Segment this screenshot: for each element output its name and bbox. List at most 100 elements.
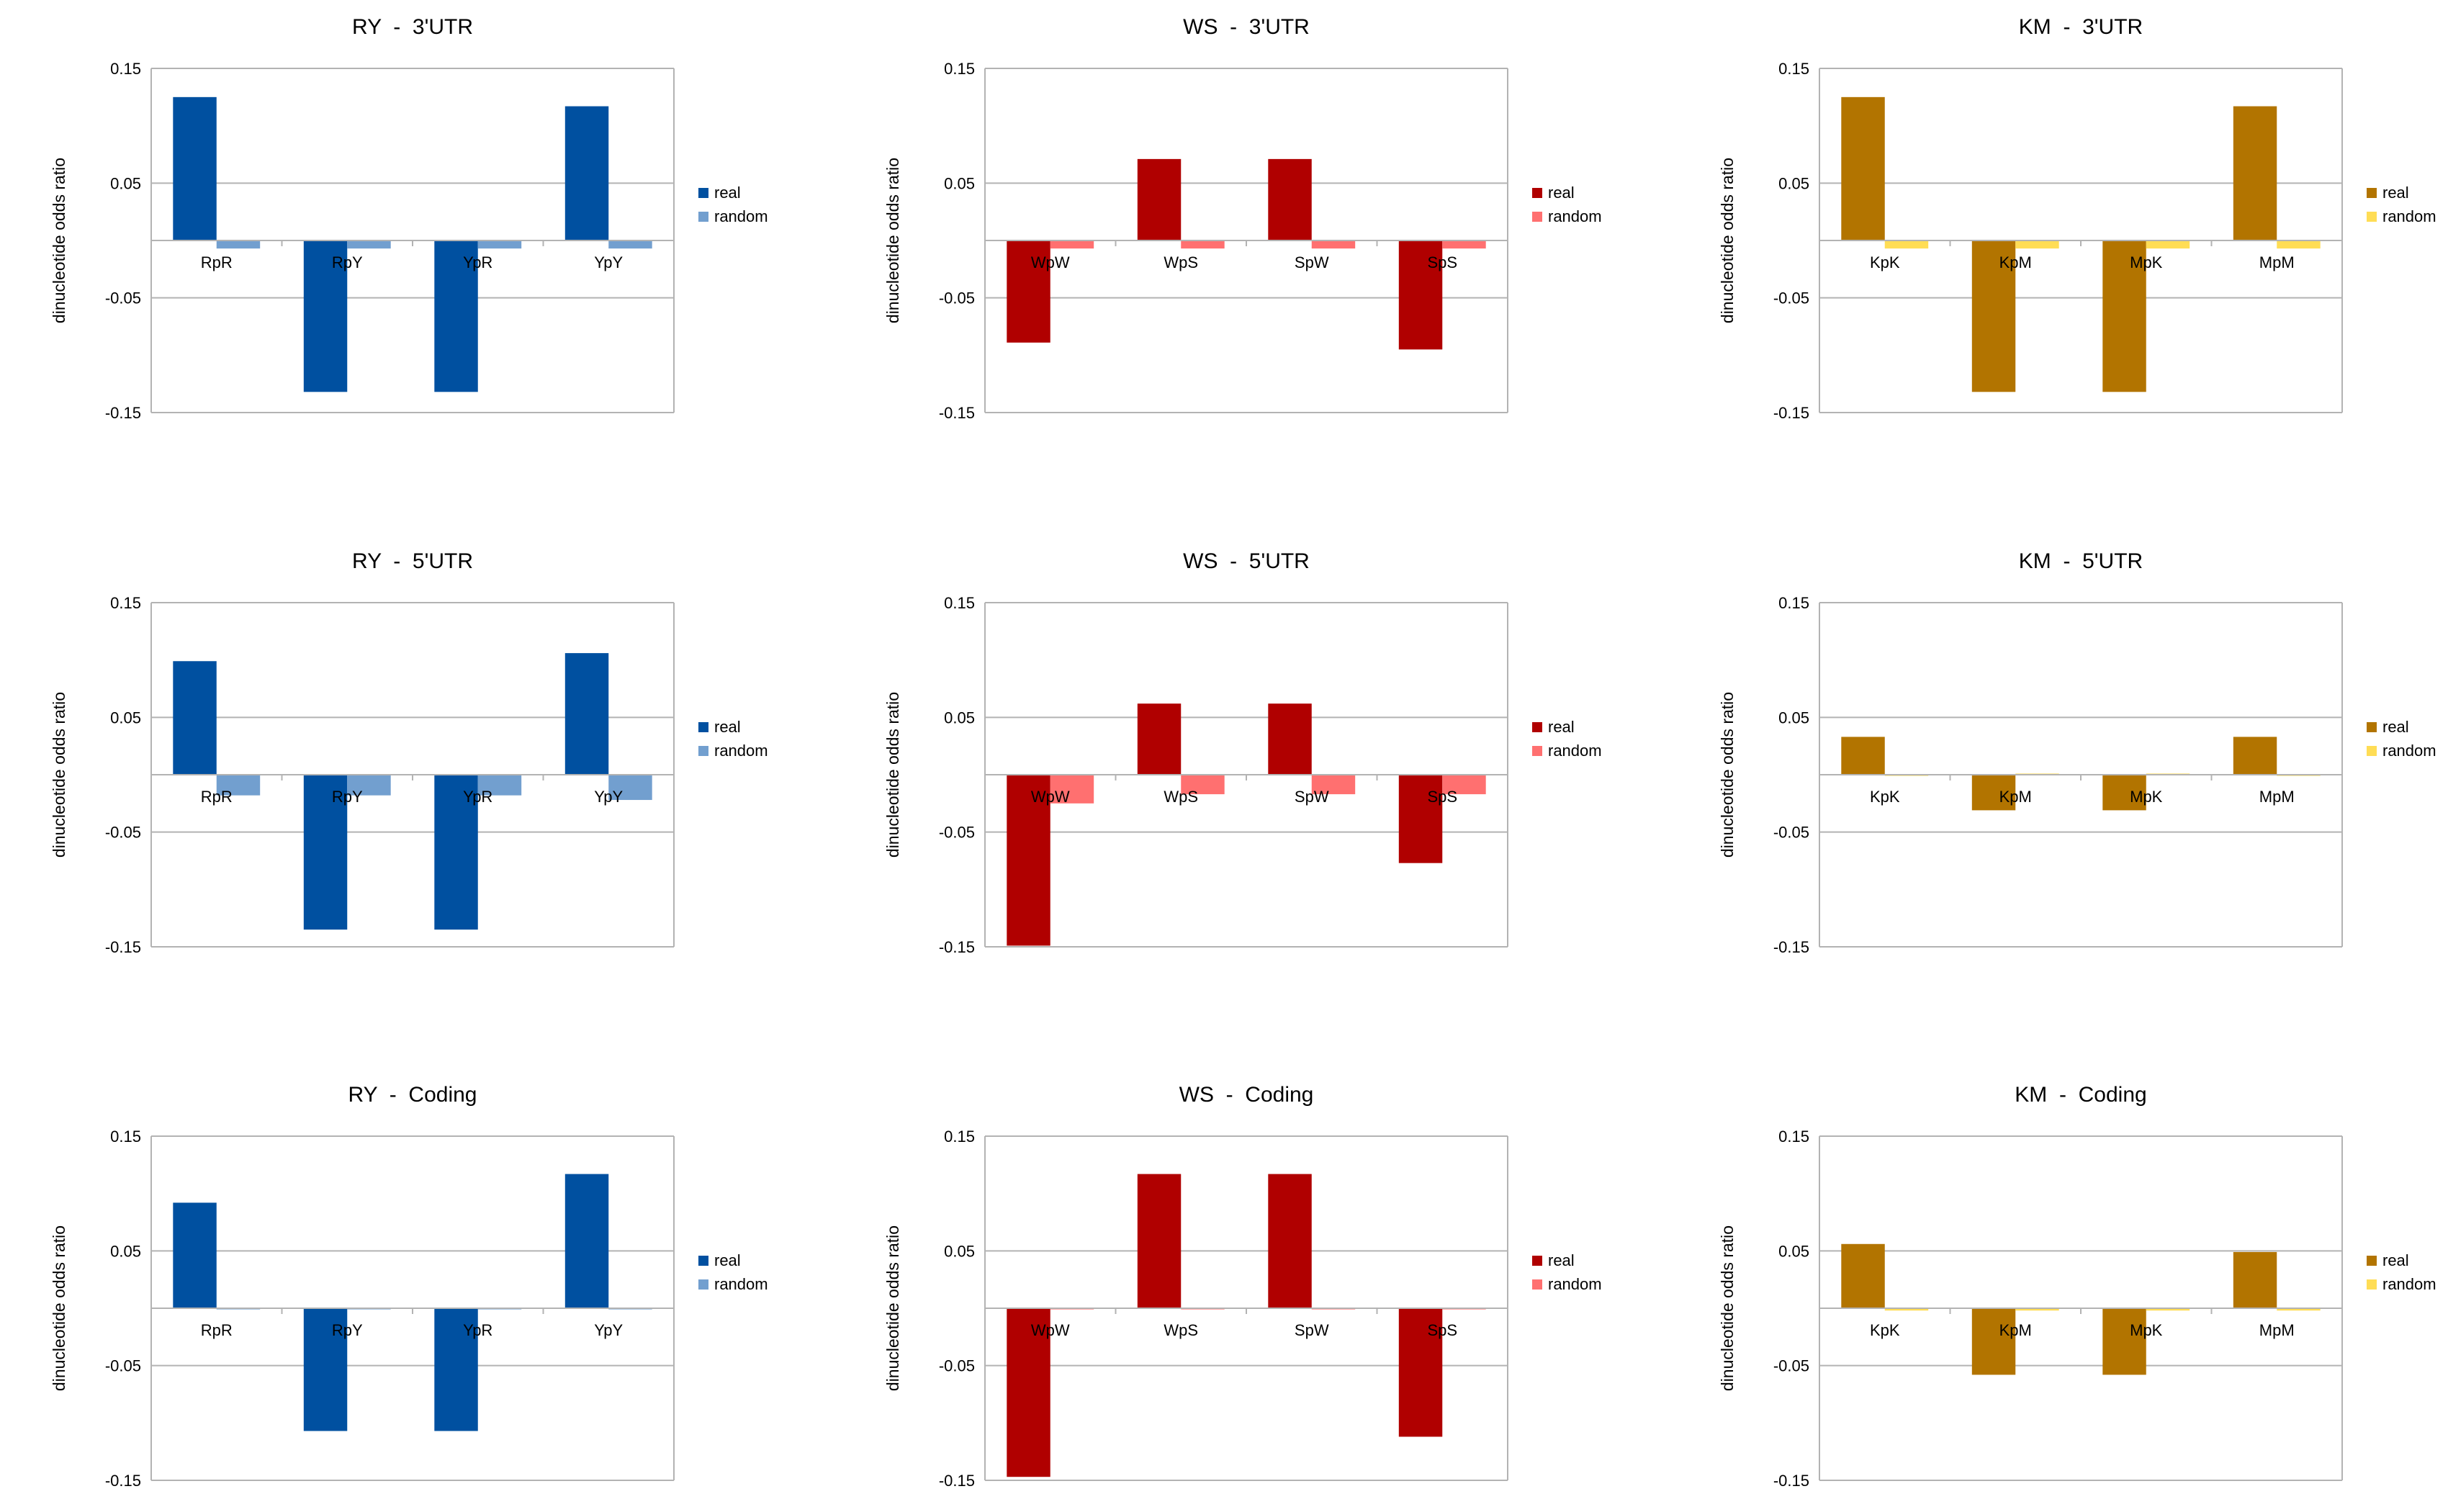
bar-real-YpR <box>434 240 478 392</box>
y-tick-label: -0.15 <box>105 1472 141 1490</box>
bar-random-MpK <box>2146 1308 2190 1311</box>
bar-random-RpY <box>347 775 391 796</box>
chart-8: 0.15 0.05 -0.05 -0.15 WpW WpS SpW SpS WS - Codin… <box>883 1083 1602 1490</box>
y-tick-label: -0.05 <box>105 824 141 842</box>
y-axis-label: dinucleotide odds ratio <box>1718 692 1737 858</box>
category-label: MpM <box>2259 788 2295 806</box>
bar-real-SpS <box>1398 775 1443 863</box>
legend-label: real <box>1548 184 1575 202</box>
category-label: SpS <box>1427 788 1457 806</box>
y-axis-label: dinucleotide odds ratio <box>50 1225 68 1391</box>
chart-title: RY - 3'UTR <box>352 15 473 39</box>
legend-label: real <box>1548 718 1575 736</box>
bar-real-SpS <box>1398 1308 1443 1437</box>
legend-label: random <box>1548 207 1602 225</box>
category-label: SpS <box>1427 253 1457 271</box>
category-label: MpK <box>2130 253 2163 271</box>
chart-4: 0.15 0.05 -0.05 -0.15 RpR RpY YpR YpY RY - 5'UTR… <box>50 549 768 956</box>
y-axis-label: dinucleotide odds ratio <box>1718 158 1737 323</box>
y-tick-label: 0.05 <box>1778 708 1809 726</box>
legend-swatch-random <box>698 1279 708 1290</box>
y-axis-label: dinucleotide odds ratio <box>883 1225 902 1391</box>
bar-real-YpR <box>434 775 478 930</box>
chart-title: WS - 5'UTR <box>1183 549 1310 573</box>
legend-label: random <box>2382 207 2436 225</box>
category-label: RpR <box>201 788 233 806</box>
bar-real-WpS <box>1137 703 1182 775</box>
category-label: YpR <box>463 788 492 806</box>
y-axis-label: dinucleotide odds ratio <box>883 158 902 323</box>
bar-real-MpM <box>2233 1251 2277 1308</box>
bar-random-SpW <box>1311 775 1356 795</box>
category-label: KpK <box>1870 1321 1900 1339</box>
legend-label: random <box>2382 742 2436 760</box>
legend-label: random <box>1548 742 1602 760</box>
y-tick-label: 0.15 <box>110 1128 141 1146</box>
y-tick-label: -0.15 <box>105 404 141 422</box>
y-tick-label: -0.05 <box>1773 824 1809 842</box>
bar-real-RpR <box>173 1202 217 1308</box>
category-label: SpS <box>1427 1321 1457 1339</box>
bar-random-YpY <box>608 240 652 249</box>
category-label: RpY <box>332 1321 363 1339</box>
legend-swatch-random <box>698 746 708 756</box>
y-axis-label: dinucleotide odds ratio <box>883 692 902 858</box>
category-label: YpY <box>594 788 623 806</box>
y-tick-label: -0.15 <box>1773 1472 1809 1490</box>
legend-label: random <box>1548 1275 1602 1293</box>
legend-swatch-real <box>1532 722 1542 732</box>
category-label: WpW <box>1031 1321 1070 1339</box>
bar-real-KpM <box>1971 775 2016 811</box>
y-tick-label: -0.15 <box>1773 404 1809 422</box>
legend-label: random <box>714 207 768 225</box>
bar-real-RpY <box>303 240 348 392</box>
legend-swatch-real <box>1532 1256 1542 1266</box>
category-label: SpW <box>1295 788 1329 806</box>
legend-swatch-real <box>2367 1256 2377 1266</box>
y-tick-label: 0.05 <box>110 174 141 192</box>
category-label: MpK <box>2130 1321 2163 1339</box>
y-tick-label: -0.15 <box>939 938 975 956</box>
y-tick-label: 0.15 <box>944 594 975 612</box>
legend-label: real <box>714 1251 741 1269</box>
category-label: YpR <box>463 253 492 271</box>
category-label: WpS <box>1164 1321 1198 1339</box>
category-label: WpW <box>1031 788 1070 806</box>
chart-title: RY - 5'UTR <box>352 549 473 573</box>
legend-label: real <box>714 184 741 202</box>
category-label: MpM <box>2259 253 2295 271</box>
legend-label: real <box>1548 1251 1575 1269</box>
category-label: MpM <box>2259 1321 2295 1339</box>
legend-label: random <box>714 1275 768 1293</box>
category-label: YpY <box>594 253 623 271</box>
chart-9: 0.15 0.05 -0.05 -0.15 KpK KpM MpK MpM KM - Codin… <box>1718 1083 2436 1490</box>
legend-label: random <box>714 742 768 760</box>
bar-real-SpW <box>1268 1174 1312 1308</box>
legend-swatch-random <box>698 212 708 222</box>
chart-1: 0.15 0.05 -0.05 -0.15 RpR RpY YpR YpY RY - 3'UTR… <box>50 15 768 422</box>
chart-5: 0.15 0.05 -0.05 -0.15 WpW WpS SpW SpS WS - 5'UTR… <box>883 549 1602 956</box>
y-tick-label: 0.15 <box>944 60 975 78</box>
bar-real-YpY <box>564 106 609 240</box>
category-label: WpW <box>1031 253 1070 271</box>
category-label: YpY <box>594 1321 623 1339</box>
bar-real-WpS <box>1137 158 1182 240</box>
category-label: MpK <box>2130 788 2163 806</box>
bar-real-MpM <box>2233 737 2277 775</box>
chart-title: WS - 3'UTR <box>1183 15 1310 39</box>
y-tick-label: 0.05 <box>944 708 975 726</box>
bar-random-WpS <box>1181 240 1225 249</box>
chart-title: KM - Coding <box>2015 1083 2146 1107</box>
y-axis-label: dinucleotide odds ratio <box>50 158 68 323</box>
legend-swatch-real <box>2367 188 2377 198</box>
bar-real-SpS <box>1398 240 1443 350</box>
legend-swatch-random <box>2367 1279 2377 1290</box>
bar-random-SpW <box>1311 240 1356 249</box>
bar-real-KpM <box>1971 240 2016 392</box>
bar-real-RpR <box>173 96 217 240</box>
bar-real-MpK <box>2102 1308 2146 1375</box>
category-label: KpM <box>1999 1321 2032 1339</box>
bar-real-SpW <box>1268 158 1312 240</box>
bar-random-WpW <box>1050 240 1094 249</box>
y-tick-label: 0.15 <box>1778 594 1809 612</box>
